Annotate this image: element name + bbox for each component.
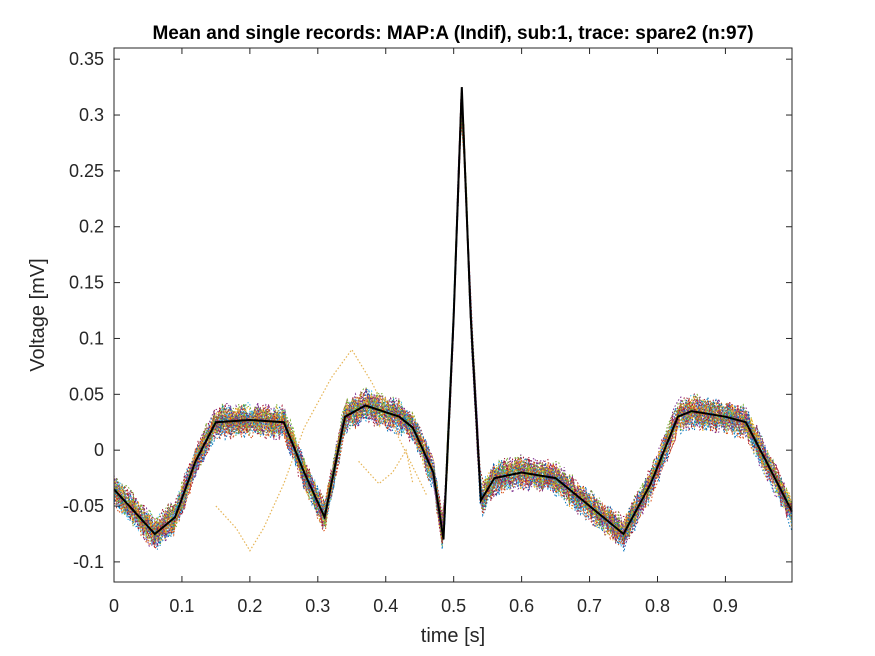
y-tick-label: 0.05: [69, 384, 104, 404]
y-tick-label: 0.35: [69, 49, 104, 69]
x-axis-label: time [s]: [421, 625, 485, 647]
y-axis-ticks: -0.1 -0.05 0 0.05 0.1 0.15 0.2 0.25 0.3 0.35: [63, 49, 792, 572]
outlier-record-line: [358, 448, 414, 485]
mean-record-line: [113, 87, 793, 540]
single-record-line: [113, 102, 793, 539]
x-tick-label: 0.9: [713, 596, 738, 616]
y-tick-label: 0.15: [69, 273, 104, 293]
y-tick-label: 0.1: [79, 328, 104, 348]
y-tick-label: -0.1: [73, 552, 104, 572]
y-tick-label: 0.25: [69, 161, 104, 181]
x-tick-label: 0.4: [373, 596, 398, 616]
y-tick-label: 0.3: [79, 105, 104, 125]
chart-title: Mean and single records: MAP:A (Indif), …: [152, 23, 753, 44]
y-axis-label: Voltage [mV]: [27, 258, 49, 371]
single-record-line: [113, 112, 793, 539]
x-tick-label: 0.8: [645, 596, 670, 616]
plot-box: [113, 47, 793, 583]
x-tick-label: 0.2: [237, 596, 262, 616]
x-tick-label: 0.7: [577, 596, 602, 616]
x-axis-ticks: 0 0.1 0.2 0.3 0.4 0.5 0.6 0.7 0.8 0.9: [109, 48, 738, 616]
y-tick-label: 0: [94, 440, 104, 460]
x-tick-label: 0.5: [441, 596, 466, 616]
outlier-records-group: [215, 348, 428, 552]
x-tick-label: 0.1: [169, 596, 194, 616]
x-tick-label: 0.3: [305, 596, 330, 616]
y-tick-label: 0.2: [79, 217, 104, 237]
mean-trace-group: [113, 87, 793, 540]
single-record-line: [113, 117, 793, 543]
x-tick-label: 0: [109, 596, 119, 616]
y-tick-label: -0.05: [63, 496, 104, 516]
x-tick-label: 0.6: [509, 596, 534, 616]
